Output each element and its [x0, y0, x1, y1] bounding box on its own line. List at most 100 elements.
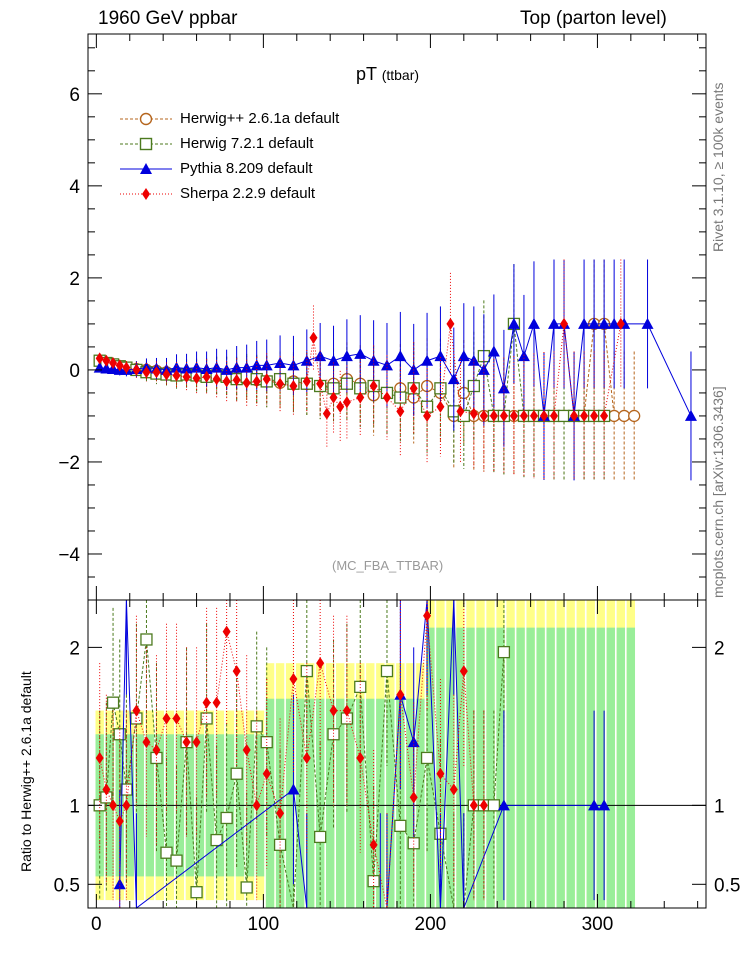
data-point: [469, 407, 478, 420]
data-point: [162, 368, 171, 381]
data-point: [314, 830, 327, 844]
data-point: [276, 807, 285, 820]
data-point: [212, 373, 221, 386]
legend: Herwig++ 2.6.1a default Herwig 7.2.1 def…: [120, 106, 339, 206]
uncertainty-band-green: [416, 698, 425, 908]
data-point: [327, 354, 340, 366]
y-tick-label: 0.5: [54, 875, 80, 896]
data-point: [394, 819, 407, 833]
data-point: [240, 881, 253, 894]
legend-label-sherpa: Sherpa 2.2.9 default: [180, 185, 316, 202]
data-point: [220, 363, 233, 375]
data-point: [252, 799, 261, 812]
data-point: [499, 409, 508, 422]
uncertainty-band-green: [546, 627, 555, 908]
data-point: [113, 728, 126, 741]
uncertainty-band-green: [366, 698, 375, 908]
data-point: [220, 811, 233, 825]
data-point: [190, 886, 203, 899]
plot-title-sub: (ttbar): [381, 67, 420, 83]
data-point: [202, 696, 211, 709]
data-point: [202, 370, 211, 383]
data-point: [618, 409, 631, 423]
data-point: [102, 783, 111, 796]
uncertainty-band-green: [466, 627, 475, 908]
uncertainty-band-green: [346, 698, 355, 908]
data-point: [109, 357, 118, 370]
uncertainty-band-green: [536, 627, 545, 908]
data-point: [449, 783, 458, 796]
data-point: [550, 409, 559, 422]
uncertainty-band-green: [426, 627, 435, 908]
data-point: [182, 370, 191, 383]
y-tick-label: −4: [58, 545, 80, 566]
y-tick-label: 4: [69, 177, 80, 198]
y-tick-label: 2: [69, 269, 80, 290]
uncertainty-band-green: [506, 627, 515, 908]
data-point: [497, 645, 511, 659]
data-point: [423, 409, 432, 422]
series-line: [99, 323, 622, 417]
uncertainty-band-green: [326, 698, 335, 908]
x-tick-label: 0: [91, 914, 102, 935]
data-point: [396, 405, 405, 418]
series-line: [119, 599, 605, 909]
legend-label-pythia: Pythia 8.209 default: [180, 160, 313, 177]
circle-marker-icon: [120, 112, 172, 125]
data-point: [113, 878, 126, 890]
data-point: [479, 799, 488, 812]
uncertainty-band-green: [386, 698, 395, 908]
data-point: [380, 664, 394, 678]
data-point: [106, 696, 120, 709]
data-point: [356, 751, 365, 764]
data-point: [354, 347, 367, 359]
data-point: [262, 373, 271, 386]
data-point: [497, 799, 510, 811]
data-point: [557, 409, 571, 423]
process-label: Top (parton level): [520, 8, 667, 29]
rivet-label: Rivet 3.1.10, ≥ 100k events: [710, 82, 726, 252]
y-tick-label: −2: [58, 453, 80, 474]
data-point: [302, 751, 311, 764]
data-point: [152, 744, 161, 757]
data-point: [262, 767, 271, 780]
data-point: [369, 838, 378, 851]
uncertainty-band-green: [456, 627, 465, 908]
uncertainty-band-green: [516, 627, 525, 908]
data-point: [276, 377, 285, 390]
data-point: [102, 354, 111, 367]
uncertainty-band-green: [336, 698, 345, 908]
data-point: [132, 363, 141, 376]
uncertainty-band-green: [305, 698, 315, 908]
data-point: [469, 799, 478, 812]
data-point: [230, 767, 243, 780]
y-tick-label: 6: [69, 85, 80, 106]
legend-label-herwig7: Herwig 7.2.1 default: [180, 135, 314, 152]
data-point: [316, 377, 325, 390]
ratio-panel: 0.5 0.5 1 1 2 2 0 100 200 300: [54, 599, 740, 935]
energy-label: 1960 GeV ppbar: [98, 8, 238, 29]
data-point: [190, 361, 203, 373]
data-point: [109, 799, 118, 812]
data-point: [446, 317, 455, 330]
legend-label-herwigpp: Herwig++ 2.6.1a default: [180, 110, 340, 127]
data-point: [436, 767, 445, 780]
data-point: [479, 409, 488, 422]
plot-title: pT (ttbar): [356, 64, 419, 85]
data-point: [456, 405, 465, 418]
data-point: [641, 317, 654, 329]
data-point: [212, 696, 221, 709]
data-point: [242, 744, 251, 757]
data-point: [122, 361, 131, 374]
plot-title-main: pT: [356, 64, 377, 84]
legend-item-herwig7: Herwig 7.2.1 default: [120, 131, 339, 156]
data-point: [420, 751, 434, 765]
data-point: [232, 665, 241, 678]
data-point: [329, 704, 338, 717]
data-point: [180, 362, 193, 374]
data-point: [140, 633, 153, 646]
data-point: [316, 657, 325, 670]
uncertainty-band-green: [295, 698, 305, 908]
x-tick-label: 300: [582, 914, 614, 935]
